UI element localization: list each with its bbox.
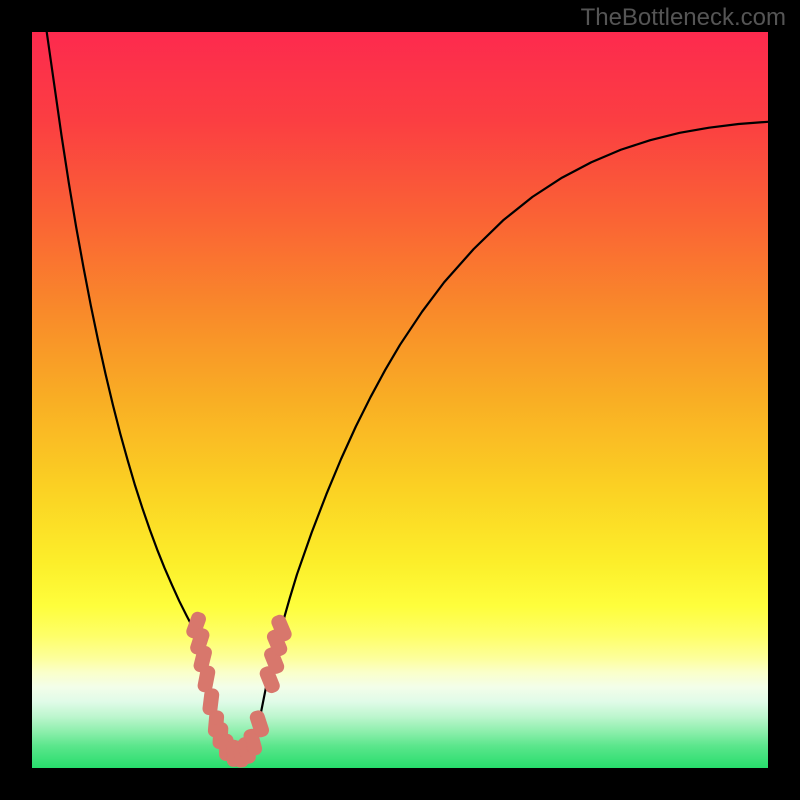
attribution-watermark: TheBottleneck.com xyxy=(581,4,786,32)
chart-root: TheBottleneck.com xyxy=(0,0,800,800)
curve-left xyxy=(47,32,238,755)
curve-right xyxy=(238,122,768,756)
marker-group xyxy=(185,611,293,768)
chart-svg xyxy=(32,32,768,768)
plot-area xyxy=(32,32,768,768)
